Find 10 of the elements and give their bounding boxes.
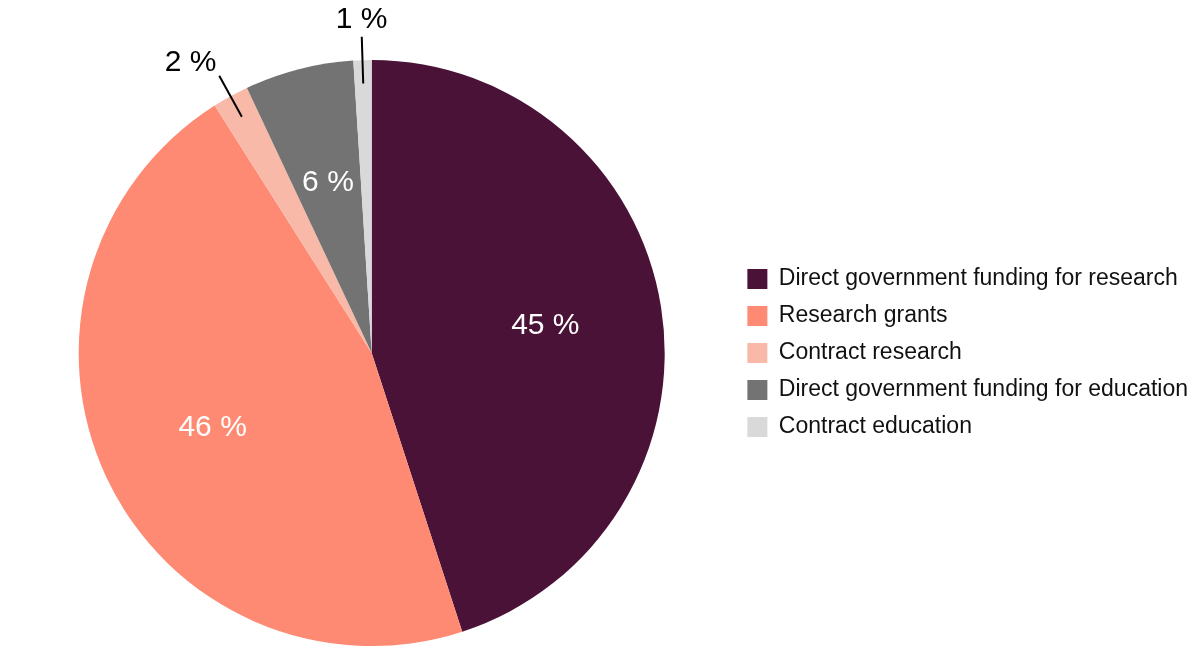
legend-label: Contract research (778, 338, 962, 365)
data-label: 45 % (511, 306, 580, 340)
data-label: 46 % (178, 409, 247, 443)
legend-label: Research grants (778, 301, 948, 328)
data-label: 2 % (164, 43, 217, 77)
data-label: 6 % (302, 163, 354, 197)
legend-label: Direct government funding for education (778, 375, 1189, 402)
data-label: 1 % (335, 0, 388, 34)
legend-label: Contract education (778, 412, 972, 439)
legend-label: Direct government funding for research (778, 264, 1178, 291)
